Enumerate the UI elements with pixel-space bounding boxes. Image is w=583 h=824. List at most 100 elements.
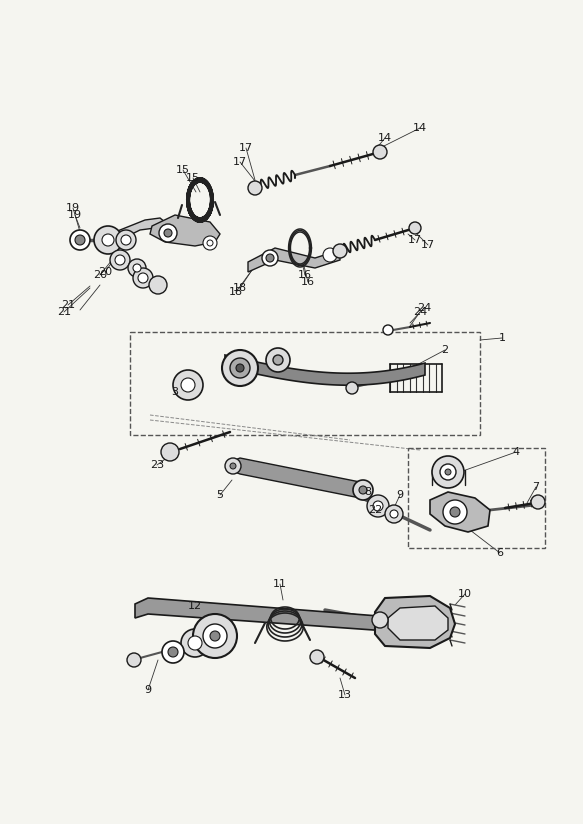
Text: 4: 4 xyxy=(512,447,519,457)
Text: 24: 24 xyxy=(417,303,431,313)
Circle shape xyxy=(230,358,250,378)
Circle shape xyxy=(383,325,393,335)
Circle shape xyxy=(75,235,85,245)
Circle shape xyxy=(161,443,179,461)
Circle shape xyxy=(273,355,283,365)
Text: 19: 19 xyxy=(68,210,82,220)
Circle shape xyxy=(102,234,114,246)
Text: 9: 9 xyxy=(396,490,403,500)
Polygon shape xyxy=(135,598,440,634)
Circle shape xyxy=(367,495,389,517)
Circle shape xyxy=(210,631,220,641)
Text: 24: 24 xyxy=(413,307,427,317)
Text: 15: 15 xyxy=(186,173,200,183)
Circle shape xyxy=(225,458,241,474)
Text: 14: 14 xyxy=(413,123,427,133)
Circle shape xyxy=(115,255,125,265)
Text: 2: 2 xyxy=(441,345,448,355)
Circle shape xyxy=(133,268,153,288)
Circle shape xyxy=(353,480,373,500)
Text: 22: 22 xyxy=(368,505,382,515)
Text: 18: 18 xyxy=(233,283,247,293)
Text: 23: 23 xyxy=(150,460,164,470)
Circle shape xyxy=(168,647,178,657)
Polygon shape xyxy=(150,215,220,246)
Circle shape xyxy=(248,181,262,195)
Circle shape xyxy=(207,240,213,246)
Text: 17: 17 xyxy=(421,240,435,250)
Text: 8: 8 xyxy=(364,487,371,497)
Text: 17: 17 xyxy=(233,157,247,167)
Circle shape xyxy=(445,469,451,475)
Circle shape xyxy=(173,370,203,400)
Text: 5: 5 xyxy=(216,490,223,500)
Circle shape xyxy=(94,226,122,254)
Text: 3: 3 xyxy=(171,387,178,397)
Polygon shape xyxy=(248,248,340,272)
Polygon shape xyxy=(388,606,448,640)
Circle shape xyxy=(70,230,90,250)
Polygon shape xyxy=(115,218,165,242)
Circle shape xyxy=(262,250,278,266)
Polygon shape xyxy=(230,458,368,498)
Text: 17: 17 xyxy=(239,143,253,153)
Polygon shape xyxy=(430,492,490,532)
Text: 14: 14 xyxy=(378,133,392,143)
Circle shape xyxy=(230,463,236,469)
Circle shape xyxy=(385,505,403,523)
Circle shape xyxy=(116,230,136,250)
Circle shape xyxy=(266,348,290,372)
Text: 20: 20 xyxy=(93,270,107,280)
Text: 12: 12 xyxy=(188,601,202,611)
Circle shape xyxy=(432,456,464,488)
Circle shape xyxy=(310,650,324,664)
Circle shape xyxy=(162,641,184,663)
Circle shape xyxy=(203,236,217,250)
Text: 19: 19 xyxy=(66,203,80,213)
Polygon shape xyxy=(225,355,425,385)
Circle shape xyxy=(359,486,367,494)
Circle shape xyxy=(203,624,227,648)
Polygon shape xyxy=(375,596,455,648)
Text: 11: 11 xyxy=(273,579,287,589)
Circle shape xyxy=(266,254,274,262)
Circle shape xyxy=(450,507,460,517)
Circle shape xyxy=(181,629,209,657)
Circle shape xyxy=(121,235,131,245)
Circle shape xyxy=(149,276,167,294)
Circle shape xyxy=(127,653,141,667)
Text: 16: 16 xyxy=(301,277,315,287)
Circle shape xyxy=(181,378,195,392)
Text: 7: 7 xyxy=(532,482,539,492)
Circle shape xyxy=(222,350,258,386)
Circle shape xyxy=(188,636,202,650)
Circle shape xyxy=(346,382,358,394)
Text: 13: 13 xyxy=(338,690,352,700)
Circle shape xyxy=(409,222,421,234)
Circle shape xyxy=(531,495,545,509)
Text: 1: 1 xyxy=(498,333,505,343)
Text: 21: 21 xyxy=(57,307,71,317)
Circle shape xyxy=(133,264,141,272)
Text: 15: 15 xyxy=(176,165,190,175)
Text: 17: 17 xyxy=(408,235,422,245)
Circle shape xyxy=(333,244,347,258)
Circle shape xyxy=(110,250,130,270)
Text: 6: 6 xyxy=(497,548,504,558)
Circle shape xyxy=(236,364,244,372)
Text: 20: 20 xyxy=(98,267,112,277)
Circle shape xyxy=(373,145,387,159)
Circle shape xyxy=(440,464,456,480)
Text: 16: 16 xyxy=(298,270,312,280)
Circle shape xyxy=(323,248,337,262)
Circle shape xyxy=(138,273,148,283)
Text: 18: 18 xyxy=(229,287,243,297)
Circle shape xyxy=(372,612,388,628)
Circle shape xyxy=(443,500,467,524)
Text: 10: 10 xyxy=(458,589,472,599)
Circle shape xyxy=(390,510,398,518)
Circle shape xyxy=(373,501,383,511)
Circle shape xyxy=(193,614,237,658)
Circle shape xyxy=(128,259,146,277)
Text: 9: 9 xyxy=(145,685,152,695)
